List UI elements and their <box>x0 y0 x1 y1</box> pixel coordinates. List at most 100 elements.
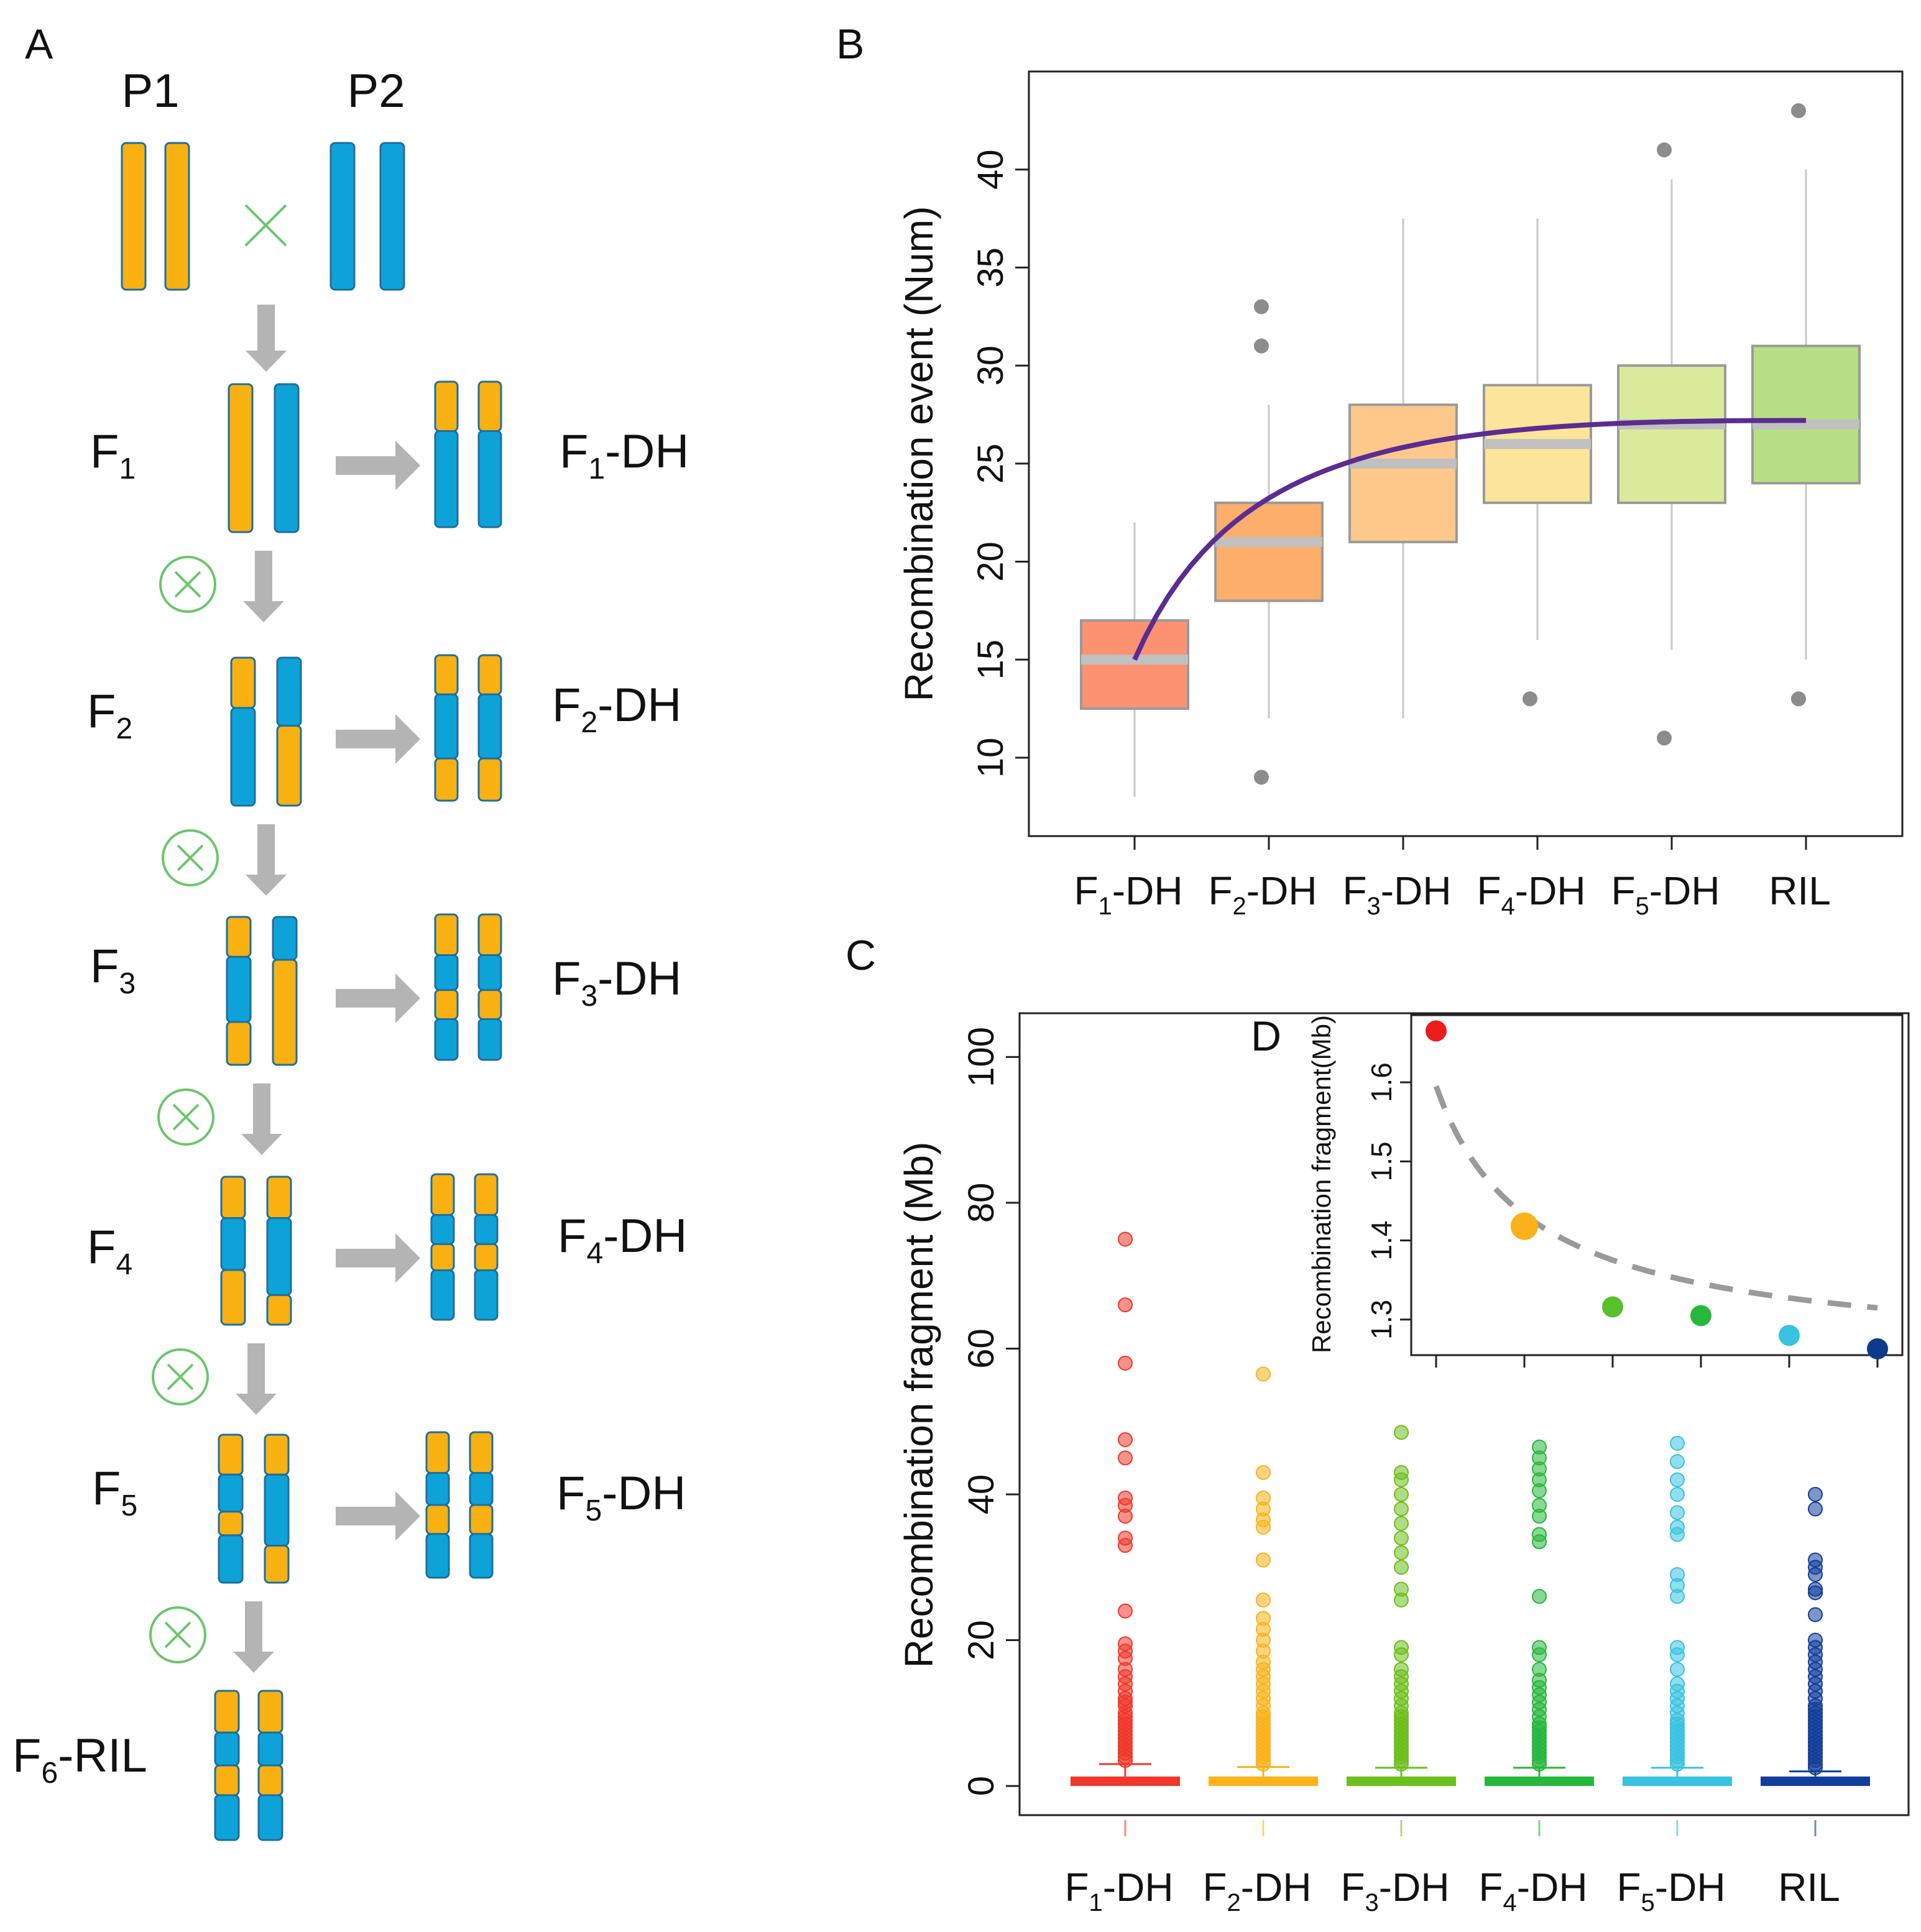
generation-letter: F <box>92 1462 121 1515</box>
parent-label-p1: P1 <box>122 65 180 117</box>
p1-segment <box>264 1545 290 1584</box>
y-axis-label: Recombination fragment (Mb) <box>896 1142 941 1668</box>
generation-label-f1: F1 <box>90 425 136 485</box>
p1-segment <box>434 989 459 1020</box>
p2-segment <box>266 1217 292 1296</box>
fragment-point <box>1118 1509 1133 1524</box>
label-main: F <box>1074 868 1098 913</box>
p2-segment <box>379 142 405 291</box>
y-tick-text: 10 <box>970 738 1011 778</box>
label-subscript: 2 <box>1233 893 1246 920</box>
box-6 <box>1751 103 1861 707</box>
mean-fragment-point <box>1510 1212 1539 1240</box>
fragment-point <box>1394 1501 1409 1517</box>
mean-fragment-point <box>1867 1338 1888 1359</box>
p2-segment <box>434 430 459 528</box>
p1-segment <box>474 1243 499 1271</box>
label-subscript: 1 <box>1089 1889 1103 1916</box>
p2-segment <box>477 430 502 528</box>
box-body <box>1617 364 1726 504</box>
dh-letter: F <box>560 425 588 478</box>
y-tick-label: 15 <box>970 640 1011 680</box>
trend-dashed-curve <box>1433 1085 1878 1311</box>
panel-d-frame <box>1410 1014 1904 1356</box>
fragment-point <box>1118 1450 1133 1466</box>
generation-subscript: 4 <box>116 1248 132 1281</box>
p1-segment <box>228 383 254 533</box>
dh-arrow-f2 <box>336 714 420 764</box>
panel-a-label: A <box>25 21 53 68</box>
y-tick-text: 35 <box>970 247 1011 288</box>
p2-segment <box>220 1217 246 1271</box>
self-cross-circle <box>162 829 219 886</box>
y-tick-label: 1.6 <box>1365 1062 1398 1102</box>
y-tick-text: 1.3 <box>1365 1300 1398 1340</box>
dh-label-f5: F5-DH <box>556 1467 686 1527</box>
f2-chromosome-1 <box>230 656 256 807</box>
p1-segment <box>477 989 502 1020</box>
panel-b-label-text: B <box>836 21 864 68</box>
generation-letter: F <box>87 685 116 738</box>
f2-chromosome-2 <box>276 656 302 807</box>
label-main: RIL <box>1778 1865 1840 1910</box>
label-main: F <box>1342 868 1366 913</box>
p1-segment <box>430 1243 455 1271</box>
p2-segment <box>329 142 356 291</box>
self-cross-x <box>177 844 204 872</box>
box-outlier <box>1791 103 1806 119</box>
dh-suffix: -DH <box>603 1210 687 1263</box>
generation-label-f5: F5 <box>92 1462 137 1522</box>
fragment-point <box>1394 1593 1409 1608</box>
p1-segment <box>425 1504 450 1535</box>
y-tick-label: 60 <box>961 1328 1002 1369</box>
fragment-point <box>1808 1487 1823 1502</box>
dh-subscript: 4 <box>586 1237 603 1270</box>
p1-segment <box>477 654 502 696</box>
series-box <box>1071 1776 1180 1787</box>
box-outlier <box>1657 730 1672 746</box>
down-arrow-p-to-f1 <box>246 305 287 372</box>
x-tick-label: F5-DH <box>1616 1865 1725 1916</box>
label-main: RIL <box>1769 868 1831 913</box>
p2-segment <box>469 1472 494 1506</box>
down-arrow-after-f1 <box>243 551 284 622</box>
p1-segment <box>434 654 459 696</box>
p1-segment <box>220 1175 246 1220</box>
fragment-point <box>1808 1501 1823 1517</box>
f5-chromosome-1 <box>218 1433 244 1584</box>
dh-label-f1: F1-DH <box>560 425 689 485</box>
y-tick-text: 1.4 <box>1365 1221 1398 1261</box>
fragment-point <box>1256 1552 1271 1568</box>
p1-segment <box>425 1431 450 1474</box>
fragment-point <box>1532 1647 1547 1662</box>
dh-label-f2: F2-DH <box>552 679 681 739</box>
generation-letter: F <box>90 940 119 993</box>
y-tick-text: 1.5 <box>1365 1141 1398 1181</box>
self-cross-x <box>172 1103 200 1131</box>
p2-segment <box>276 656 302 727</box>
p2-segment <box>430 1214 455 1245</box>
fragment-series-6 <box>1761 1487 1870 1787</box>
y-tick-text: 60 <box>961 1328 1002 1369</box>
mean-fragment-point <box>1690 1305 1711 1327</box>
self-cross-circle <box>157 1088 214 1146</box>
fragment-point <box>1808 1585 1823 1601</box>
fragment-point <box>1670 1647 1685 1662</box>
fragment-point <box>1394 1756 1409 1772</box>
p2-segment <box>226 955 252 1023</box>
fragment-point <box>1394 1530 1409 1546</box>
x-tick-label: F3-DH <box>1342 868 1451 920</box>
box-outlier <box>1523 691 1537 707</box>
fragment-point <box>1532 1534 1547 1550</box>
dh-arrow-f1 <box>336 440 420 490</box>
p1-segment <box>469 1431 494 1474</box>
p2-segment <box>264 1473 290 1547</box>
fragment-point <box>1670 1756 1685 1772</box>
fragment-point <box>1670 1487 1685 1502</box>
label-suffix: -DH <box>1655 1865 1726 1910</box>
label-subscript: 5 <box>1641 1889 1655 1916</box>
p2-segment <box>469 1533 494 1579</box>
ril-suffix: -RIL <box>58 1729 147 1782</box>
generation-subscript: 3 <box>119 967 136 1000</box>
p1-segment <box>474 1173 499 1217</box>
